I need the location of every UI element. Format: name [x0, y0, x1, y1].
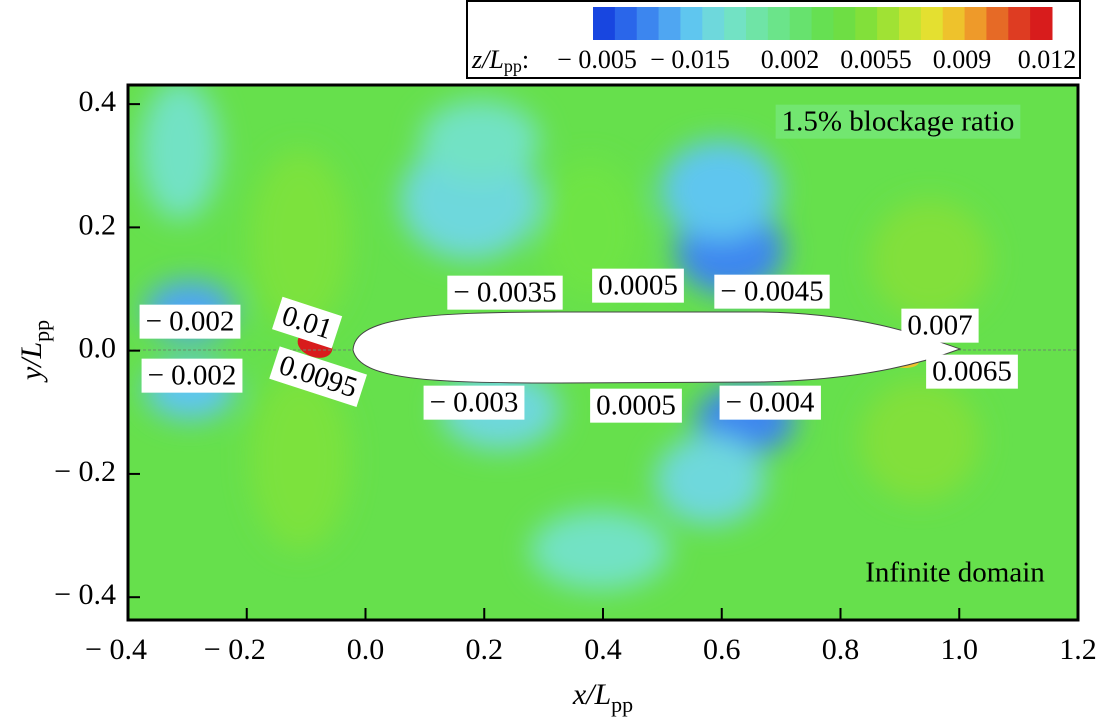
annotation-text: − 0.002	[146, 306, 235, 338]
annotation-box	[592, 268, 684, 303]
colorbar-tick-label: 0.012	[1018, 45, 1077, 74]
annotation-text: − 0.004	[726, 387, 815, 419]
colorbar-swatch	[593, 7, 616, 40]
annotation: − 0.0035	[447, 275, 563, 310]
annotation: − 0.0045	[714, 274, 830, 309]
annotation-box	[269, 346, 367, 408]
colorbar-swatch	[636, 7, 660, 40]
x-tick-label: 0.8	[822, 633, 860, 666]
annotation-text: 0.007	[907, 310, 972, 342]
y-tick-label: 0.0	[79, 332, 117, 365]
x-tick-label: − 0.2	[204, 633, 266, 666]
x-tick-label: 1.0	[941, 633, 979, 666]
colorbar-swatch	[942, 7, 966, 40]
x-tick-label: 1.2	[1059, 633, 1097, 666]
x-tick-label: 0.0	[347, 633, 385, 666]
annotation: 0.0065	[926, 354, 1018, 389]
annotation-text: 1.5% blockage ratio	[782, 106, 1015, 138]
colorbar-swatch	[767, 7, 791, 40]
colorbar-tick-label: 0.0055	[840, 45, 912, 74]
annotation-text: − 0.002	[148, 360, 237, 392]
x-axis-label: x/Lpp	[572, 678, 633, 717]
annotation: − 0.004	[719, 385, 821, 420]
annotation: 0.0005	[592, 268, 684, 303]
colorbar-swatch	[702, 7, 725, 40]
y-tick-label: 0.4	[79, 85, 117, 118]
contour-field	[128, 85, 1078, 620]
annotation-box	[719, 385, 821, 420]
x-tick-label: 0.6	[703, 633, 741, 666]
annotation: − 0.003	[423, 385, 525, 420]
colorbar-swatch	[986, 7, 1009, 40]
annotation-text: 0.0005	[596, 390, 676, 422]
annotation-text: − 0.003	[430, 387, 519, 419]
colorbar-tick-label: − 0.005	[557, 45, 637, 74]
y-tick-label: 0.2	[79, 208, 117, 241]
colorbar-swatch	[811, 7, 834, 40]
colorbar-swatch	[833, 7, 856, 40]
annotation: − 0.002	[139, 304, 241, 339]
annotation-box	[139, 304, 241, 339]
colorbar-swatch	[1030, 7, 1053, 40]
y-axis-label: y/Lpp	[15, 320, 54, 383]
annotation: Infinite domain	[865, 557, 1045, 589]
colorbar-tick-label: 0.002	[761, 45, 820, 74]
annotation-box	[272, 296, 343, 349]
annotation-box	[775, 104, 1021, 139]
colorbar-tick-label: 0.009	[933, 45, 992, 74]
annotation: 0.007	[901, 308, 979, 343]
annotation-text: − 0.0045	[720, 276, 823, 308]
colorbar-label: z/Lpp:	[471, 45, 529, 76]
colorbar-tick-label: − 0.015	[650, 45, 730, 74]
annotation-text: − 0.0035	[453, 277, 556, 309]
x-tick-label: 0.4	[584, 633, 622, 666]
x-tick-label: 0.2	[466, 633, 504, 666]
colorbar-swatch	[964, 7, 987, 40]
hull	[352, 311, 962, 384]
annotation-box	[447, 275, 563, 310]
colorbar-swatch	[899, 7, 922, 40]
colorbar-swatch	[746, 7, 769, 40]
annotation-box	[901, 308, 979, 343]
colorbar-swatch	[877, 7, 900, 40]
colorbar-swatch	[658, 7, 681, 40]
annotation-text: Infinite domain	[865, 557, 1045, 589]
colorbar-swatch	[920, 7, 944, 40]
annotation-text: 0.0005	[598, 270, 678, 302]
x-tick-label: − 0.4	[85, 633, 147, 666]
annotation: − 0.002	[141, 358, 243, 393]
colorbar-swatch	[1008, 7, 1031, 40]
annotation-box	[926, 354, 1018, 389]
colorbar-swatch	[855, 7, 878, 40]
annotation-box	[590, 388, 682, 423]
annotation-box	[714, 274, 830, 309]
annotation: 1.5% blockage ratio	[775, 104, 1021, 139]
annotation-text: 0.0065	[932, 356, 1012, 388]
colorbar-swatch	[789, 7, 813, 40]
y-tick-label: − 0.4	[54, 578, 116, 611]
annotation-box	[141, 358, 243, 393]
annotation-box	[423, 385, 525, 420]
colorbar-swatch	[724, 7, 747, 40]
colorbar-swatch	[680, 7, 703, 40]
y-tick-label: − 0.2	[54, 455, 116, 488]
annotation: 0.0005	[590, 388, 682, 423]
colorbar-swatch	[614, 7, 638, 40]
